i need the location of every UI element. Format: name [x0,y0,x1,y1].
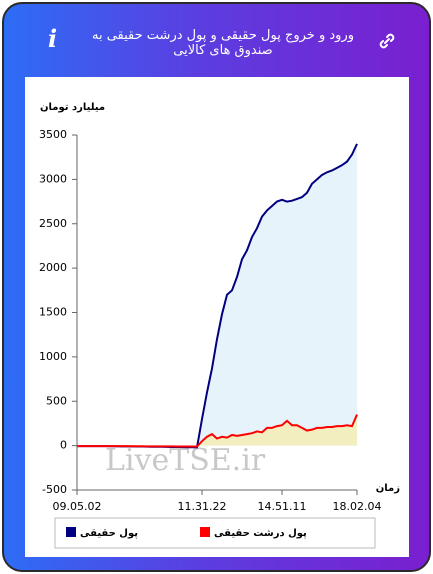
y-tick-label: 2000 [39,261,67,274]
legend-swatch [66,527,76,537]
x-tick-label: 11.31.22 [178,500,227,513]
y-tick-label: 3000 [39,172,67,185]
y-tick-label: 2500 [39,217,67,230]
area-fill [77,143,357,448]
area-fill [77,414,357,447]
x-tick-label: 09.05.02 [53,500,102,513]
x-tick-label: 18.02.04 [333,500,382,513]
watermark: LiveTSE.ir [105,443,266,478]
legend-label: پول درشت حقیقی [214,528,307,539]
y-axis-label: میلیارد تومان [40,102,105,113]
x-tick-label: 14.51.11 [258,500,307,513]
y-tick-label: 0 [60,439,67,452]
y-tick-label: -500 [42,483,67,496]
y-tick-label: 1500 [39,306,67,319]
legend-swatch [200,527,210,537]
plot-area [77,143,358,449]
info-icon[interactable]: i [48,24,58,53]
legend-label: پول حقیقی [80,528,138,539]
series-line [77,414,358,448]
y-tick-label: 500 [46,394,67,407]
y-tick-label: 1000 [39,350,67,363]
x-axis-label: زمان [376,483,400,494]
link-icon[interactable] [376,30,398,52]
y-tick-label: 3500 [39,128,67,141]
chart-title: ورود و خروج پول حقیقی و پول درشت حقیقی ب… [91,28,354,58]
legend-box [54,517,376,549]
